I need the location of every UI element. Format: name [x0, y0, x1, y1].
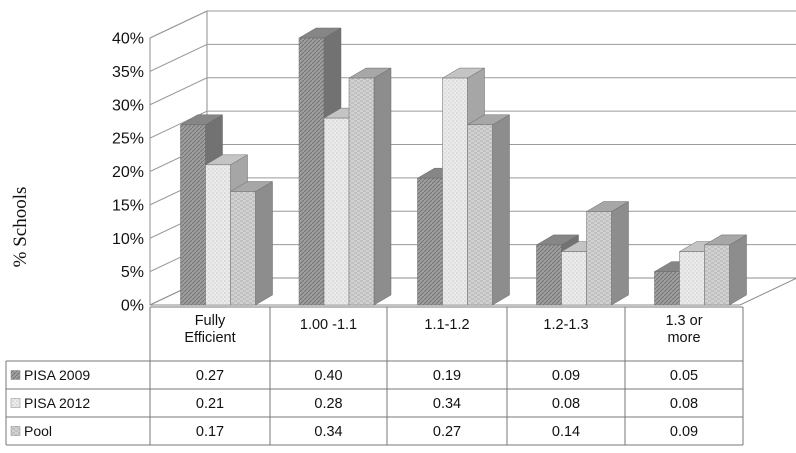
bar — [466, 114, 511, 306]
table-cell: 0.34 — [433, 396, 461, 412]
table-cell: 0.19 — [433, 368, 461, 384]
bar-side — [255, 181, 273, 306]
bar-side — [729, 234, 747, 306]
bars — [179, 27, 748, 306]
y-tick-label: 5% — [121, 264, 144, 281]
bar-front — [442, 77, 468, 306]
bar-front — [679, 251, 705, 306]
table-cell: 0.27 — [196, 368, 224, 384]
bar-side — [492, 114, 510, 306]
category-label: more — [667, 330, 700, 346]
bar-front — [298, 37, 325, 306]
gridline — [149, 43, 796, 72]
table-cell: 0.09 — [552, 368, 580, 384]
legend-key — [10, 426, 21, 436]
table-cell: 0.05 — [670, 368, 698, 384]
y-tick-label: 20% — [112, 164, 144, 181]
series-label: PISA 2012 — [24, 395, 90, 411]
bar-side — [611, 201, 629, 306]
category-label: 1.1-1.2 — [424, 317, 469, 333]
bar-front — [704, 244, 730, 306]
bar-front — [205, 164, 231, 306]
category-label: 1.3 or — [665, 313, 702, 329]
y-tick-label: 10% — [112, 231, 144, 248]
series-label: PISA 2009 — [24, 367, 90, 383]
gridline — [149, 10, 796, 39]
bar-front — [654, 271, 680, 306]
table-cell: 0.28 — [314, 396, 342, 412]
legend-key — [10, 398, 21, 408]
bar-front — [323, 117, 350, 306]
category-label: Efficient — [184, 330, 235, 346]
bar-front — [230, 191, 256, 306]
bar-front — [536, 244, 562, 306]
y-axis-ticks: 0% 5% 10% 15% 20% 25% 30% 35% 40% — [112, 31, 144, 315]
bar — [229, 181, 274, 306]
table-cell: 0.14 — [552, 424, 580, 440]
y-tick-label: 25% — [112, 131, 144, 148]
table-cell: 0.27 — [433, 424, 461, 440]
category-label: Fully — [195, 313, 226, 329]
y-tick-label: 0% — [121, 298, 144, 315]
y-tick-label: 35% — [112, 64, 144, 81]
table-cell: 0.34 — [314, 424, 342, 440]
bar-front — [348, 77, 375, 306]
table-cell: 0.40 — [314, 368, 342, 384]
gridline — [149, 77, 796, 106]
bar-side — [373, 67, 392, 306]
bar-front — [417, 177, 443, 306]
bar-front — [561, 251, 587, 306]
bar-front — [586, 211, 612, 306]
table-cell: 0.08 — [552, 396, 580, 412]
table-cell: 0.08 — [670, 396, 698, 412]
category-label: 1.2-1.3 — [543, 317, 588, 333]
legend-key — [10, 370, 21, 380]
series-label: Pool — [24, 423, 52, 439]
category-label: 1.00 -1.1 — [300, 317, 357, 333]
bar-front — [467, 124, 493, 306]
gridline — [149, 110, 796, 139]
bar — [703, 234, 748, 306]
table-cell: 0.21 — [196, 396, 224, 412]
y-tick-label: 40% — [112, 31, 144, 48]
y-tick-label: 15% — [112, 197, 144, 214]
bar-front — [180, 124, 206, 306]
table-cell: 0.09 — [670, 424, 698, 440]
y-axis-label: % Schools — [10, 187, 31, 268]
bar — [585, 201, 630, 306]
bar — [348, 67, 392, 306]
y-tick-label: 30% — [112, 97, 144, 114]
table-cell: 0.17 — [196, 424, 224, 440]
